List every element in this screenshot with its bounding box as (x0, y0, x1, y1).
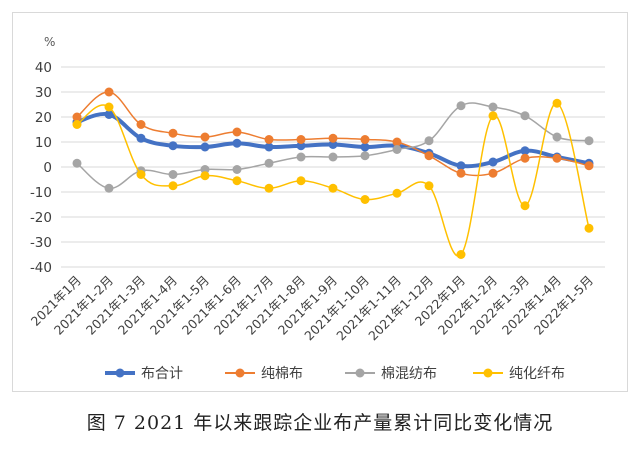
data-point (264, 183, 274, 193)
data-point (264, 135, 274, 144)
legend-swatch-marker (355, 368, 365, 378)
data-point (488, 168, 498, 178)
data-point (200, 165, 210, 174)
legend-label: 纯棉布 (261, 365, 303, 382)
y-tick-label: -10 (30, 185, 52, 201)
data-point (456, 101, 466, 111)
data-point (328, 183, 338, 193)
data-point (232, 127, 242, 137)
legend-item: 纯棉布 (225, 365, 303, 382)
data-point (232, 176, 242, 186)
data-point (520, 153, 530, 163)
line-chart: % 40 30 20 10 0 -10 -20 -30 -40 2021年1月2021年1-2月… (28, 35, 605, 382)
data-point (328, 140, 338, 149)
data-point (360, 151, 370, 161)
data-point (520, 111, 530, 121)
data-point (296, 176, 306, 186)
data-point (200, 171, 210, 181)
series-lines (72, 87, 594, 259)
legend-label: 棉混纺布 (381, 365, 437, 382)
data-point (456, 168, 466, 178)
y-tick-label: 10 (35, 135, 52, 151)
legend-label: 纯化纤布 (509, 366, 565, 382)
legend: 布合计 纯棉布 棉混纺布 纯化纤布 (105, 365, 565, 382)
legend-swatch-marker (235, 368, 245, 378)
data-point (328, 152, 338, 162)
series-4 (72, 98, 594, 259)
series-line (76, 102, 590, 257)
y-tick-label: 20 (35, 110, 52, 126)
series-line (76, 91, 590, 177)
data-point (168, 170, 178, 179)
data-point (392, 145, 402, 154)
y-tick-label: -20 (30, 210, 52, 226)
data-point (520, 201, 530, 211)
data-point (264, 142, 274, 152)
data-point (360, 135, 370, 144)
series-3 (72, 101, 594, 193)
data-point (552, 98, 562, 108)
legend-item: 纯化纤布 (473, 366, 565, 382)
data-point (392, 137, 402, 147)
data-point (424, 151, 434, 161)
data-point (360, 195, 370, 204)
data-point (200, 132, 210, 142)
legend-swatch-marker (115, 368, 125, 378)
data-point (168, 141, 178, 151)
chart-frame: % 40 30 20 10 0 -10 -20 -30 -40 2021年1月 2021年1-2月… (12, 12, 628, 392)
legend-swatch-marker (483, 368, 493, 378)
data-point (104, 183, 114, 193)
data-point (232, 138, 242, 148)
data-point (584, 223, 594, 233)
y-tick-label: 30 (35, 85, 52, 101)
data-point (456, 161, 466, 171)
data-point (584, 136, 594, 146)
legend-label: 布合计 (141, 366, 183, 382)
series-2 (72, 87, 594, 178)
data-point (296, 141, 306, 151)
data-point (104, 87, 114, 97)
data-point (136, 133, 146, 143)
legend-item: 棉混纺布 (345, 365, 437, 382)
data-point (200, 142, 210, 152)
data-point (552, 132, 562, 142)
y-tick-label: -30 (30, 235, 52, 251)
data-point (424, 136, 434, 146)
data-point (456, 250, 466, 259)
data-point (104, 110, 114, 119)
data-point (296, 135, 306, 144)
data-point (488, 102, 498, 112)
x-axis-ticks: 2021年1月2021年1-2月2021年1-3月2021年1-4月2021年1… (28, 273, 596, 344)
data-point (232, 165, 242, 174)
data-point (328, 133, 338, 143)
y-axis-ticks: 40 30 20 10 0 -10 -20 -30 -40 (30, 60, 52, 276)
data-point (72, 158, 82, 168)
y-axis-label: % (44, 35, 55, 49)
data-point (424, 181, 434, 191)
data-point (296, 152, 306, 162)
data-point (488, 157, 498, 167)
data-point (136, 170, 146, 179)
data-point (136, 120, 146, 129)
legend-item: 布合计 (105, 366, 183, 382)
y-tick-label: 40 (35, 60, 52, 76)
data-point (72, 112, 82, 122)
data-point (104, 102, 114, 112)
data-point (72, 120, 82, 129)
y-tick-label: -40 (30, 260, 52, 276)
y-tick-label: 0 (43, 160, 52, 176)
data-point (168, 128, 178, 138)
data-point (520, 146, 530, 156)
figure-caption: 图 7 2021 年以来跟踪企业布产量累计同比变化情况 (86, 412, 554, 434)
data-point (584, 161, 594, 171)
data-point (392, 188, 402, 198)
data-point (264, 158, 274, 168)
data-point (552, 153, 562, 163)
data-point (360, 142, 370, 152)
data-point (168, 181, 178, 191)
data-point (488, 111, 498, 121)
